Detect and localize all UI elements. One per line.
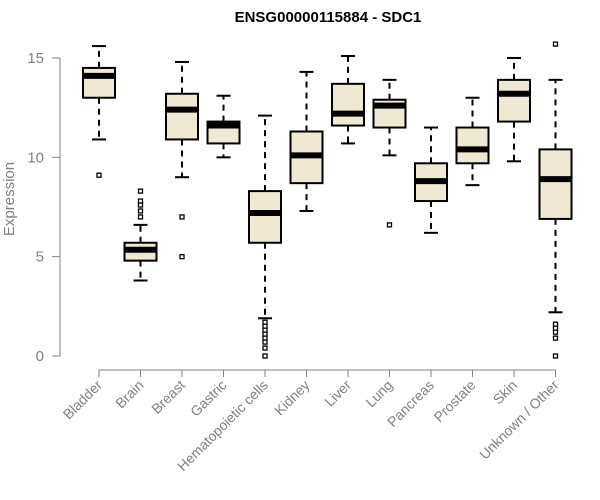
box-kidney [289,70,324,212]
outlier-point [137,214,144,220]
y-tick-label: 0 [36,348,44,365]
box-brain [123,188,158,282]
boxes-group [82,41,573,359]
y-tick-label: 10 [27,149,44,166]
iqr-box [165,92,199,141]
outlier-point [137,198,144,204]
box-pancreas [414,126,448,234]
box-skin [497,57,531,163]
outlier-point [96,172,102,178]
box-breast [165,60,199,260]
box-bladder [82,45,116,178]
outlier-point [262,345,268,351]
y-tick-label: 5 [36,249,44,266]
outlier-point [552,41,559,47]
outlier-point [179,214,185,220]
x-tick-label: Skin [490,377,521,408]
x-tick-label: Breast [148,377,188,417]
outlier-point [137,188,144,194]
box-unknown-other [538,41,573,359]
x-tick-label: Liver [321,377,354,410]
outlier-point [137,208,144,214]
x-tick-label: Kidney [271,377,313,419]
chart-title: ENSG00000115884 - SDC1 [235,9,422,26]
y-axis: 0 5 10 15 [27,50,61,365]
outlier-point [386,222,393,228]
box-hematopoietic-cells [248,114,282,359]
outlier-point [552,353,559,359]
x-tick-label: Prostate [430,377,478,425]
outlier-point [179,254,185,260]
iqr-box [497,78,531,123]
x-tick-label: Bladder [60,377,106,423]
iqr-box [455,126,490,165]
y-axis-title: Expression [1,162,18,236]
iqr-box [538,148,573,220]
box-gastric [206,94,241,159]
outlier-point [552,329,559,335]
iqr-box [331,82,365,127]
outlier-point [262,339,268,345]
box-lung [372,78,407,228]
x-tick-label: Brain [112,377,146,411]
iqr-box [82,66,116,99]
box-prostate [455,96,490,187]
outlier-point [552,335,559,341]
x-tick-label: Unknown / Other [476,377,562,463]
iqr-box [248,190,282,244]
box-liver [331,55,365,145]
x-tick-label: Lung [362,377,395,410]
y-tick-label: 15 [27,50,44,67]
outlier-point [262,353,268,359]
